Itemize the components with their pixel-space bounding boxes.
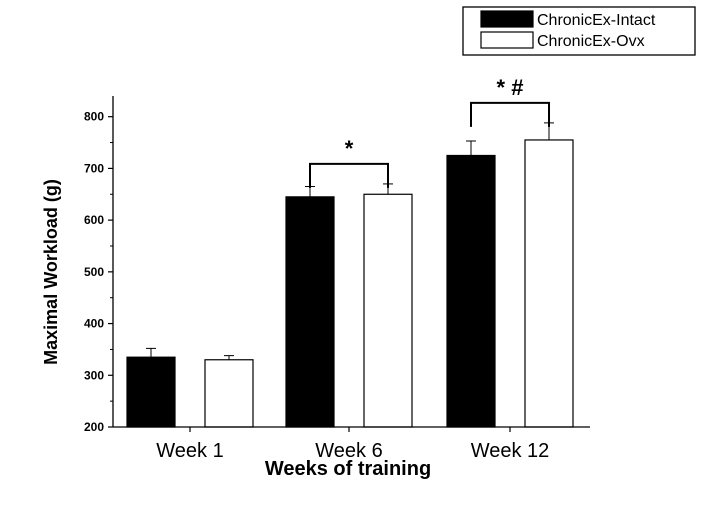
legend-swatch — [480, 10, 534, 28]
legend-label: ChronicEx-Ovx — [537, 33, 645, 50]
bar-chronicex-intact-week-1 — [126, 356, 176, 428]
x-tick-label: Week 12 — [471, 440, 550, 462]
y-axis-title: Maximal Workload (g) — [41, 179, 61, 365]
y-tick-label: 800 — [84, 110, 104, 124]
y-tick-label: 500 — [84, 265, 104, 279]
significance-bracket — [309, 162, 389, 188]
legend-label: ChronicEx-Intact — [537, 12, 656, 29]
y-tick-label: 200 — [84, 420, 104, 434]
y-tick-label: 600 — [84, 213, 104, 227]
significance-label: * — [345, 136, 354, 161]
y-tick-label: 400 — [84, 317, 104, 331]
significance-brackets-layer: * * # — [309, 75, 550, 188]
legend: ChronicEx-Intact ChronicEx-Ovx — [462, 6, 696, 56]
bar-chronicex-intact-week-12 — [446, 154, 496, 428]
x-axis-title: Weeks of training — [265, 458, 431, 480]
bar-chronicex-ovx-week-1 — [204, 359, 254, 428]
y-tick-label: 300 — [84, 368, 104, 382]
axes-layer: 200 300 400 500 600 700 800 Week 1 Week 6 Week 12 — [84, 96, 590, 462]
bar-chronicex-intact-week-6 — [285, 196, 335, 428]
bar-chronicex-ovx-week-12 — [524, 139, 574, 428]
significance-bracket — [470, 101, 550, 127]
bars-layer — [126, 139, 574, 428]
x-tick-label: Week 1 — [156, 440, 223, 462]
bar-chronicex-ovx-week-6 — [363, 193, 413, 428]
y-tick-label: 700 — [84, 161, 104, 175]
legend-swatch — [480, 31, 534, 49]
x-tick-label: Week 6 — [315, 440, 382, 462]
significance-label: * # — [497, 75, 524, 100]
